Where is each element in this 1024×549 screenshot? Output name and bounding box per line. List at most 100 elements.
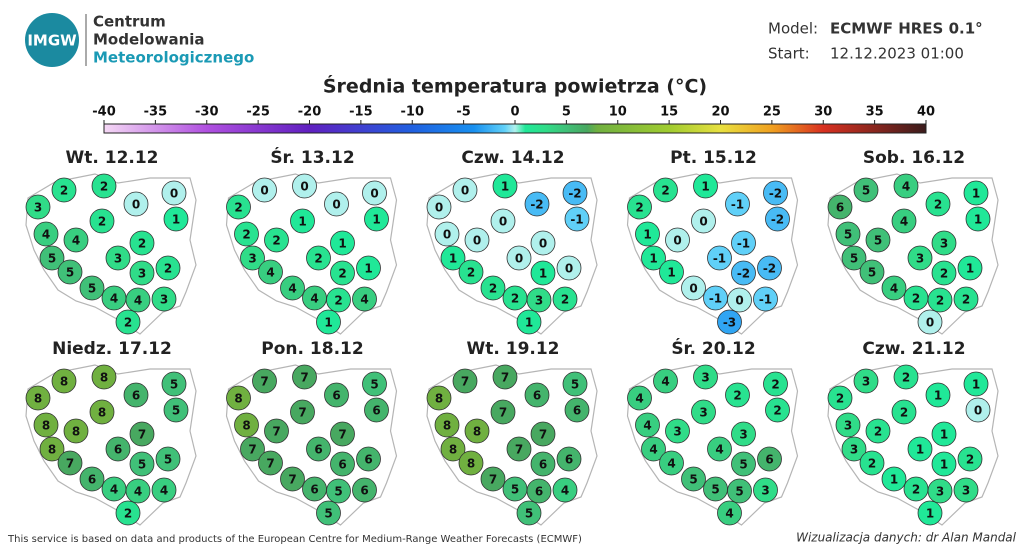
station-value: 0 — [974, 404, 982, 418]
colorbar-tick-label: 40 — [917, 105, 935, 120]
station-marker — [115, 309, 141, 335]
station-marker — [125, 478, 151, 504]
station-marker — [627, 385, 652, 411]
station-value: 1 — [525, 316, 533, 330]
station-value: 2 — [902, 371, 910, 385]
station-value: 0 — [461, 184, 469, 198]
station-marker — [51, 368, 77, 394]
colorbar-tick-label: 15 — [660, 105, 678, 120]
station-marker — [364, 206, 389, 232]
station-marker — [917, 500, 943, 526]
station-value: 1 — [940, 458, 948, 472]
station-value: 5 — [88, 282, 96, 296]
map-title: Śr. 20.12 — [671, 337, 755, 359]
colorbar-tick-label: -25 — [246, 105, 270, 120]
station-marker — [953, 477, 979, 503]
station-marker — [841, 436, 867, 462]
station-value: 4 — [288, 282, 296, 296]
station-marker — [731, 260, 756, 286]
station-value: 0 — [926, 316, 934, 330]
station-value: 2 — [100, 180, 108, 194]
station-marker — [129, 230, 155, 256]
station-value: 5 — [739, 458, 747, 472]
station-value: 7 — [260, 375, 268, 389]
station-marker — [105, 436, 131, 462]
colorbar-tick-label: -15 — [349, 105, 373, 120]
station-marker — [881, 466, 907, 492]
colorbar-tick-label: 25 — [763, 105, 781, 120]
station-marker — [530, 230, 556, 256]
station-value: 1 — [974, 213, 982, 227]
station-value: 5 — [850, 252, 858, 266]
station-value: 7 — [298, 406, 306, 420]
station-marker — [506, 245, 532, 271]
station-value: 5 — [868, 266, 876, 280]
station-value: 5 — [170, 378, 178, 392]
station-marker — [316, 500, 341, 526]
map-title: Śr. 13.12 — [270, 146, 354, 168]
station-value: 2 — [940, 267, 948, 281]
station-value: 0 — [332, 198, 340, 212]
station-marker — [356, 446, 381, 472]
station-value: 7 — [272, 425, 280, 439]
station-marker — [927, 478, 953, 504]
footer-source: This service is based on data and produc… — [7, 534, 582, 545]
station-value: 1 — [324, 316, 332, 330]
station-marker — [965, 397, 991, 423]
station-marker — [490, 399, 516, 425]
station-value: 3 — [761, 484, 769, 498]
org-line: Meteorologicznego — [93, 49, 254, 67]
station-value: 1 — [172, 213, 180, 227]
station-value: 0 — [699, 215, 707, 229]
station-value: 6 — [573, 404, 581, 418]
station-value: 2 — [936, 294, 944, 308]
map-title: Czw. 14.12 — [461, 148, 564, 168]
station-marker — [33, 221, 59, 247]
station-value: 6 — [539, 458, 547, 472]
station-marker — [356, 255, 381, 281]
station-marker — [693, 364, 718, 390]
station-value: 4 — [643, 419, 651, 433]
station-marker — [827, 194, 853, 220]
station-value: 1 — [501, 180, 509, 194]
station-value: 2 — [124, 316, 132, 330]
station-marker — [280, 275, 305, 301]
station-value: 4 — [902, 180, 910, 194]
station-marker — [458, 450, 484, 476]
station-marker — [526, 478, 552, 504]
station-value: -2 — [568, 187, 581, 201]
station-value: 5 — [334, 485, 342, 499]
station-value: 2 — [314, 252, 322, 266]
station-marker — [931, 421, 957, 447]
station-value: 1 — [972, 187, 980, 201]
station-marker — [681, 275, 706, 301]
station-marker — [51, 177, 77, 203]
station-value: 8 — [100, 371, 108, 385]
station-marker — [641, 436, 666, 462]
station-marker — [464, 227, 490, 253]
station-marker — [330, 451, 355, 477]
station-value: 7 — [461, 375, 469, 389]
station-value: 7 — [515, 443, 523, 457]
station-marker — [516, 500, 542, 526]
station-marker — [693, 173, 718, 199]
station-value: 5 — [172, 404, 180, 418]
station-value: 3 — [962, 484, 970, 498]
station-marker — [89, 399, 115, 425]
station-marker — [524, 191, 550, 217]
station-marker — [681, 466, 706, 492]
station-value: 0 — [370, 187, 378, 201]
station-marker — [252, 177, 277, 203]
station-marker — [953, 286, 979, 312]
station-value: 2 — [138, 237, 146, 251]
station-value: 2 — [561, 293, 569, 307]
station-value: 4 — [110, 292, 118, 306]
logo: IMGW — [25, 13, 79, 67]
station-value: 4 — [635, 392, 643, 406]
model: ECMWF HRES 0.1° — [830, 20, 983, 38]
station-value: 0 — [132, 198, 140, 212]
station-value: 4 — [561, 484, 569, 498]
station-marker — [306, 436, 331, 462]
